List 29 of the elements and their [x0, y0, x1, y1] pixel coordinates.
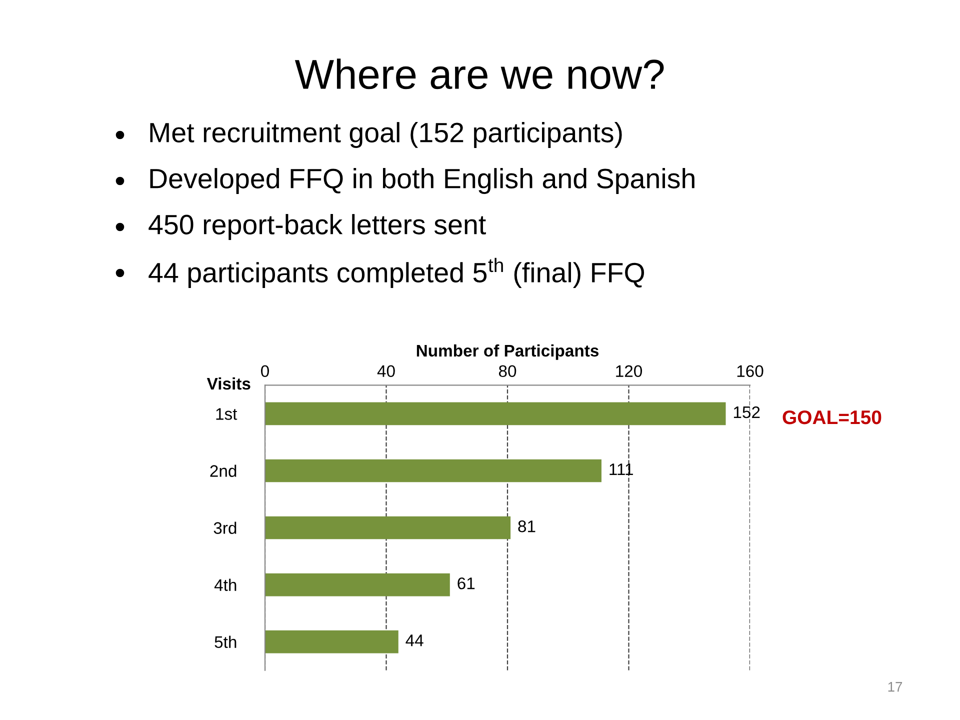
text: 17	[888, 682, 902, 692]
bar	[265, 573, 450, 596]
y-axis-title: Visits	[206, 377, 250, 390]
text: Met recruitment goal (152 participants)	[150, 122, 622, 148]
x-axis-title: Number of Participants	[416, 344, 599, 360]
text: 44 participants completed 5$^{th}$ (final) FFQ	[148, 258, 644, 288]
x-tick-label: 0	[261, 365, 269, 378]
text: 450 report-back letters sent	[148, 214, 486, 240]
x-tick-label: 80	[498, 365, 516, 378]
bar	[265, 459, 602, 482]
y-tick-label: 5th	[214, 636, 236, 648]
text: GOAL=150	[782, 410, 882, 424]
y-tick-label: 2nd	[210, 464, 236, 477]
y-tick-label: 4th	[214, 578, 236, 591]
y-tick-label: 3rd	[214, 522, 236, 534]
text: Developed FFQ in both English and Spanish	[150, 168, 694, 194]
data-label: 152	[734, 406, 760, 418]
y-tick-label: 1st	[216, 408, 238, 420]
x-tick-label: 160	[737, 365, 764, 378]
bar	[265, 402, 726, 426]
data-label: 81	[518, 520, 536, 532]
bar	[265, 630, 398, 654]
chart-title: Where are we now?	[294, 58, 664, 90]
x-tick-label: 40	[377, 365, 395, 378]
x-tick-label: 120	[616, 365, 642, 378]
data-label: 61	[458, 577, 475, 590]
data-label: 111	[610, 464, 633, 476]
data-label: 44	[406, 634, 424, 646]
bar	[265, 516, 511, 540]
